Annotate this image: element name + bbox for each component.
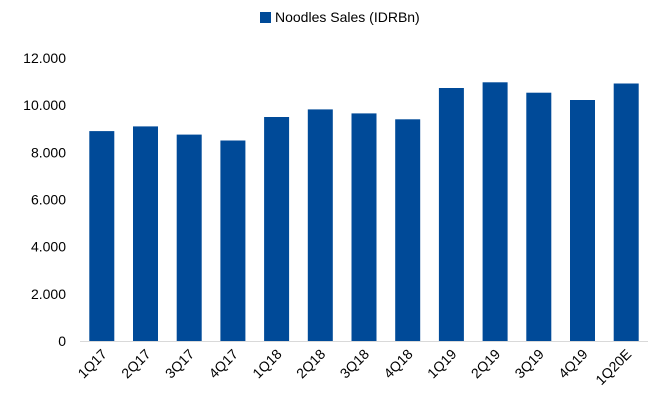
x-axis-ticks: 1Q17 2Q17 3Q17 4Q17 1Q18 2Q18 3Q18 4Q18 1Q19 2Q19…: [74, 346, 634, 388]
bar: [307, 109, 333, 342]
x-tick-label: 4Q19: [555, 346, 591, 382]
y-tick-label: 12.000: [23, 50, 66, 66]
x-tick-label: 3Q17: [162, 346, 198, 382]
y-axis-ticks: 0 2.000 4.000 6.000 8.000 10.000 12.000: [23, 50, 66, 349]
bar: [133, 126, 158, 342]
x-tick-label: 1Q18: [249, 346, 285, 382]
bars: [89, 82, 639, 342]
bar: [264, 117, 290, 341]
bar: [351, 113, 377, 342]
y-tick-label: 2.000: [31, 286, 66, 302]
x-tick-label: 3Q19: [511, 346, 547, 382]
x-tick-label: 2Q17: [118, 346, 154, 382]
legend-swatch: [260, 12, 271, 23]
bar: [570, 100, 595, 341]
y-tick-label: 4.000: [31, 239, 66, 255]
legend: Noodles Sales (IDRBn): [260, 9, 420, 25]
y-tick-label: 10.000: [23, 97, 66, 113]
bar: [220, 140, 246, 341]
x-tick-label: 1Q20E: [592, 346, 634, 388]
bar: [482, 82, 508, 342]
y-tick-label: 0: [58, 333, 66, 349]
legend-label: Noodles Sales (IDRBn): [275, 9, 420, 25]
x-tick-label: 2Q18: [293, 346, 329, 382]
bar: [176, 134, 202, 341]
y-tick-label: 8.000: [31, 144, 66, 160]
bar: [526, 92, 552, 341]
x-tick-label: 1Q17: [74, 346, 110, 382]
bar: [438, 88, 464, 341]
x-tick-label: 3Q18: [337, 346, 373, 382]
bar: [395, 119, 421, 341]
bar: [89, 131, 115, 341]
bar: [613, 83, 639, 341]
x-tick-label: 4Q18: [380, 346, 416, 382]
x-tick-label: 1Q19: [424, 346, 460, 382]
x-tick-label: 4Q17: [205, 346, 241, 382]
x-tick-label: 2Q19: [468, 346, 504, 382]
y-tick-label: 6.000: [31, 192, 66, 208]
